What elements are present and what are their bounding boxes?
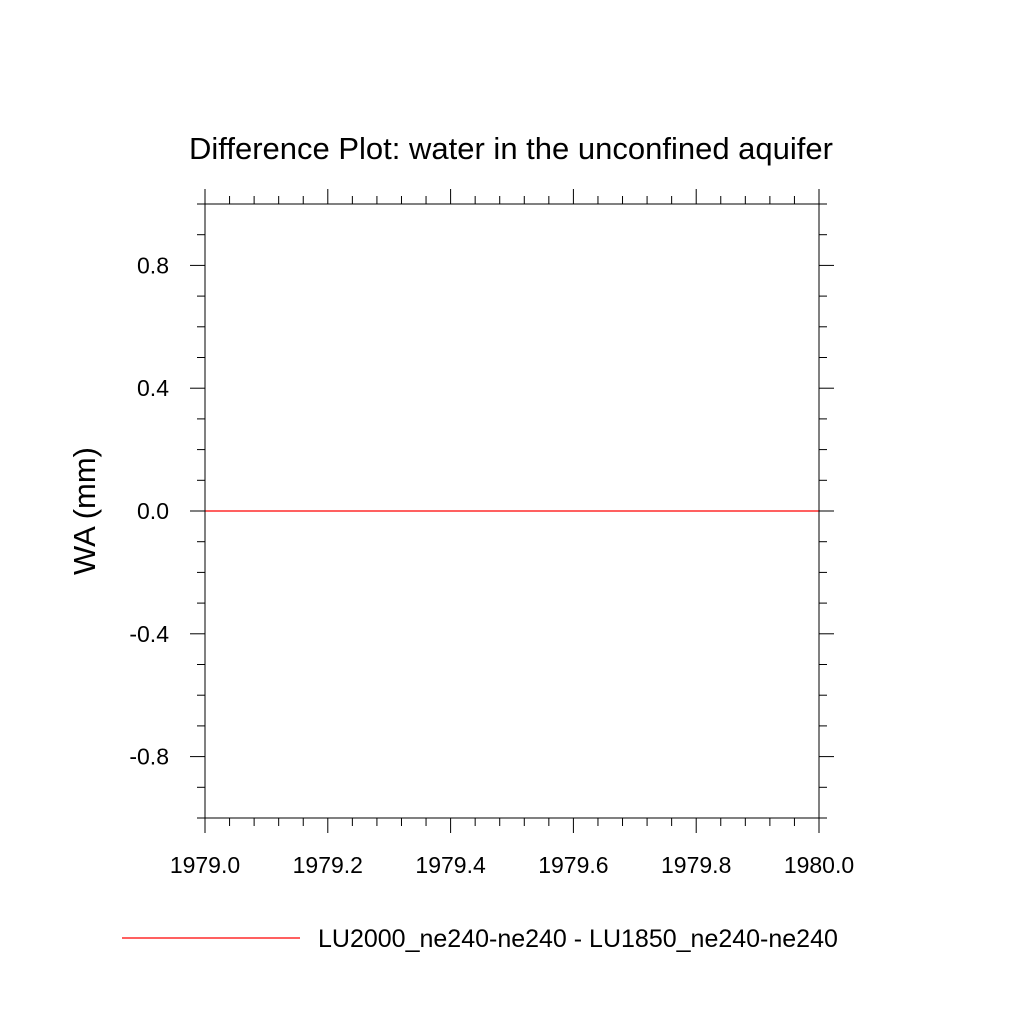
x-tick-label: 1979.4 [415,852,486,878]
x-tick-label: 1980.0 [784,852,854,878]
legend-series-label: LU2000_ne240-ne240 - LU1850_ne240-ne240 [318,925,838,953]
x-tick-label: 1979.8 [661,852,731,878]
x-tick-label: 1979.2 [293,852,363,878]
y-tick-label: 0.8 [137,252,169,278]
x-tick-label: 1979.6 [538,852,608,878]
y-tick-label: -0.8 [129,744,169,770]
y-axis-label: WA (mm) [67,447,102,575]
tick-labels: -0.8 -0.4 0.0 0.4 0.8 1979.0 1979.2 1979.4 1979.… [129,252,854,878]
chart-title: Difference Plot: water in the unconfined… [189,131,833,166]
y-tick-label: -0.4 [129,621,169,647]
y-axis-label-group: WA (mm) [67,447,102,575]
plot-frame [204,203,820,819]
y-tick-label: 0.4 [137,375,169,401]
axis-ticks [190,189,834,833]
legend: LU2000_ne240-ne240 - LU1850_ne240-ne240 [122,925,838,953]
x-tick-label: 1979.0 [170,852,240,878]
y-tick-label: 0.0 [137,498,169,524]
